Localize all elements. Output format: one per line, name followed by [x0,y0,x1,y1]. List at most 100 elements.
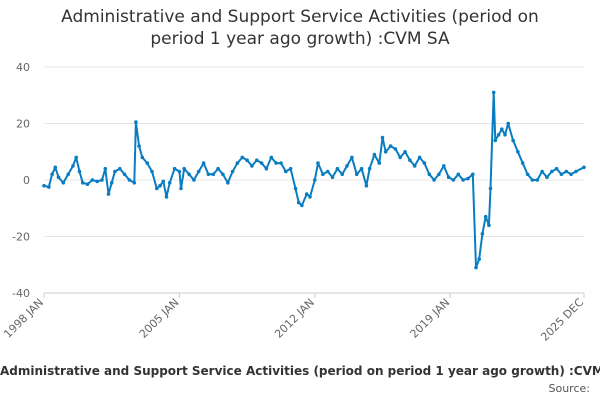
data-point [216,166,220,171]
data-point [155,186,159,191]
data-point [106,192,111,196]
data-point [461,178,465,182]
data-point [564,169,569,174]
data-point [359,166,364,171]
data-point [446,175,451,179]
data-point [250,164,254,168]
data-point [109,181,114,185]
data-point [466,176,470,181]
data-point [503,133,507,137]
data-point [377,161,382,165]
data-point [122,172,127,177]
data-point [230,169,235,174]
data-point [66,172,70,177]
x-tick-label: 2005 JAN [137,296,182,341]
chart-title: Administrative and Support Service Activ… [0,6,600,50]
data-point [516,150,520,154]
legend: Administrative and Support Service Activ… [0,364,600,382]
y-tick-label: 0 [23,174,30,187]
data-point [330,175,335,179]
data-point [103,166,108,171]
chart-title-line-2: period 1 year ago growth) :CVM SA [150,29,450,49]
data-point [474,265,478,270]
data-point [451,178,456,182]
data-point [80,181,85,185]
x-tick-label: 2019 JAN [408,296,453,341]
data-point [127,178,132,182]
data-point [432,178,436,182]
data-point [201,161,206,165]
data-point [554,166,559,171]
data-point [325,169,330,174]
data-point [412,164,417,168]
data-point [254,158,259,162]
data-point [345,164,349,168]
data-point [192,178,196,182]
data-point [50,172,54,177]
data-point [442,164,446,168]
data-point [300,203,304,208]
y-tick-label: -40 [12,287,30,300]
data-point [525,172,530,177]
data-point [550,169,554,174]
data-point [134,120,138,124]
data-point [158,183,162,188]
data-point [274,161,278,165]
data-point [182,166,186,171]
data-point [56,175,61,179]
data-point [427,172,432,177]
data-point [74,155,78,160]
data-point [569,172,573,177]
data-point [288,166,293,171]
data-point [206,172,211,177]
data-point [53,165,58,170]
data-point [47,185,51,189]
data-point [372,152,377,157]
data-point [456,172,461,177]
data-point [354,172,359,177]
data-point [172,166,177,171]
data-point [313,178,317,182]
data-point [388,144,393,148]
data-point [90,178,95,182]
data-point [487,223,491,227]
data-point [483,214,488,219]
source-label: Source: [548,382,591,395]
data-point [226,181,230,185]
data-point [235,161,240,165]
data-point [535,178,540,182]
data-point [471,172,475,177]
data-point [167,181,172,185]
data-point [321,172,325,177]
data-point [161,179,166,184]
data-point [259,161,264,165]
data-point [393,147,398,151]
data-point [42,183,46,188]
data-point [95,179,99,184]
data-point [85,182,90,186]
data-point [477,257,482,261]
data-point [279,161,283,165]
data-point [71,164,75,168]
data-point [179,186,183,191]
data-point [511,138,515,143]
data-point [245,158,249,162]
data-point [240,155,245,160]
data-point [506,121,511,126]
data-point [164,195,169,199]
data-point [488,186,493,191]
data-point [408,158,412,162]
x-tick-label: 2012 JAN [272,296,317,341]
data-point [140,155,145,160]
data-point [264,166,269,171]
data-point [582,165,586,170]
data-point [113,169,117,174]
x-tick-label: 1998 JAN [1,296,46,341]
data-point [100,178,104,182]
data-point [437,172,441,177]
data-point [367,166,372,171]
data-point [540,169,544,174]
legend-label: Administrative and Support Service Activ… [0,364,600,378]
data-point [284,169,288,174]
data-point [383,150,388,154]
